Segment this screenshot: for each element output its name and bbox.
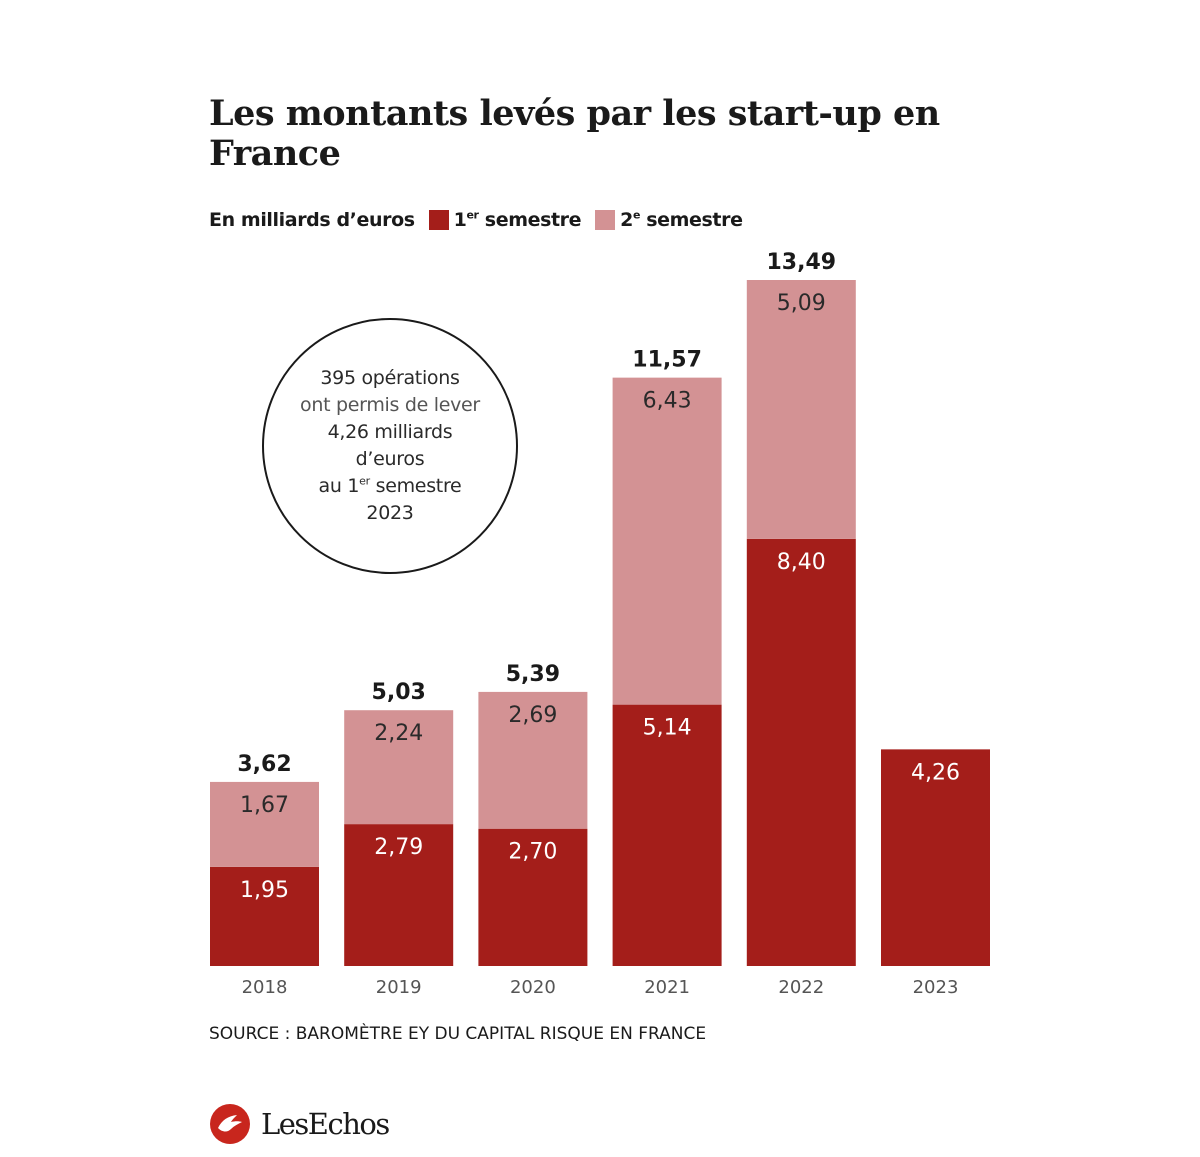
bar-value-label-2022-semester-1: 8,40 (777, 550, 826, 575)
bar-value-label-2021-semester-2: 6,43 (643, 389, 692, 414)
legend-label-second-semester: 2e semestre (620, 208, 743, 231)
callout-line-operations: 395 opérations (320, 367, 460, 389)
bar-2019-semester-1 (344, 824, 454, 966)
bar-total-label-2018: 3,62 (237, 752, 291, 777)
legend: En milliards d’euros 1er semestre 2e sem… (209, 205, 743, 235)
brand-logo: LesEchos (209, 1102, 390, 1146)
bar-2022-semester-1 (746, 538, 856, 966)
bar-value-label-2018-semester-2: 1,67 (240, 793, 289, 818)
legend-item-first-semester: 1er semestre (428, 208, 582, 231)
bar-total-label-2022: 13,49 (767, 250, 837, 275)
bar-value-label-2018-semester-1: 1,95 (240, 878, 289, 903)
bar-total-label-2019: 5,03 (372, 680, 426, 705)
les-echos-logo-icon (210, 1104, 250, 1144)
bar-2019-semester-2 (344, 710, 454, 825)
bar-2018-semester-1 (210, 866, 319, 966)
x-tick-label-2021: 2021 (644, 977, 690, 998)
bar-2021-semester-2 (612, 377, 722, 705)
bar-value-label-2019-semester-1: 2,79 (374, 835, 423, 860)
x-tick-label-2020: 2020 (510, 977, 556, 998)
bar-2020-semester-2 (478, 691, 588, 829)
legend-swatch-first-semester (428, 210, 449, 230)
x-tick-label-2023: 2023 (913, 977, 959, 998)
legend-label-first-semester: 1er semestre (453, 208, 582, 231)
brand-name: LesEchos (261, 1107, 390, 1141)
bar-value-label-2020-semester-1: 2,70 (508, 840, 557, 865)
bar-value-label-2023-semester-1: 4,26 (911, 760, 960, 785)
bar-value-label-2022-semester-2: 5,09 (777, 291, 826, 316)
callout-line-year: 2023 (366, 502, 414, 524)
x-tick-label-2018: 2018 (242, 977, 288, 998)
legend-swatch-second-semester (595, 210, 616, 230)
bar-2023-semester-1 (881, 749, 990, 966)
x-tick-label-2019: 2019 (376, 977, 422, 998)
x-tick-label-2022: 2022 (778, 977, 824, 998)
callout-circle: 395 opérations ont permis de lever 4,26 … (262, 318, 518, 574)
chart-title: Les montants levés par les start-up en F… (209, 93, 940, 174)
legend-item-second-semester: 2e semestre (595, 208, 743, 231)
bar-2020-semester-1 (478, 828, 588, 966)
bar-2022-semester-2 (746, 280, 856, 539)
bar-total-label-2021: 11,57 (632, 348, 702, 373)
bar-value-label-2021-semester-1: 5,14 (643, 716, 692, 741)
bar-total-label-2020: 5,39 (506, 662, 560, 687)
legend-unit-label: En milliards d’euros (209, 209, 415, 231)
callout-line-amount: 4,26 milliards (327, 421, 453, 443)
callout-line-semester: au 1er semestre (318, 474, 462, 497)
callout-line-permis: ont permis de lever (300, 394, 480, 416)
bar-2018-semester-2 (210, 781, 319, 867)
callout-line-euros: d’euros (355, 448, 425, 470)
source-note: SOURCE : BAROMÈTRE EY DU CAPITAL RISQUE … (209, 1024, 707, 1044)
bar-2021-semester-1 (612, 704, 722, 966)
bar-value-label-2019-semester-2: 2,24 (374, 721, 423, 746)
bar-value-label-2020-semester-2: 2,69 (508, 703, 557, 728)
